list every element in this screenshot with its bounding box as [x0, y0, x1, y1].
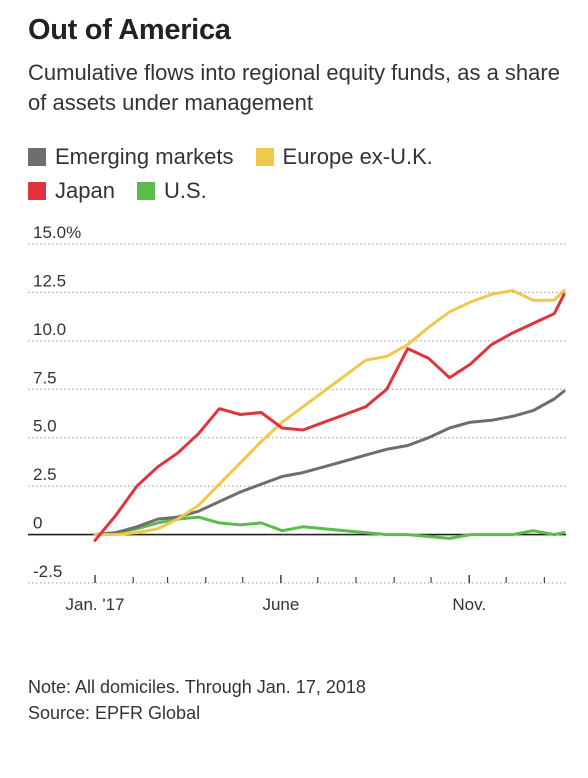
note-text: Note: All domiciles. Through Jan. 17, 20… [28, 677, 366, 697]
x-tick-label-0: Jan. '17 [65, 595, 124, 614]
legend-swatch-us [136, 182, 155, 200]
series-line-japan [93, 292, 566, 542]
y-tick-label-6: 0 [33, 514, 42, 533]
y-tick-label-4: 5.0 [33, 417, 57, 436]
footnote: Note: All domiciles. Through Jan. 17, 20… [28, 674, 366, 726]
x-tick-label-1: June [262, 595, 299, 614]
series-line-europe-ex-u-k [93, 289, 566, 537]
legend-row-2: Japan U.S. [28, 174, 568, 208]
series-line-emerging-markets [93, 389, 566, 537]
legend-swatch-emerging-markets [28, 148, 46, 166]
legend-label-us: U.S. [163, 178, 207, 203]
y-tick-label-5: 2.5 [33, 465, 57, 484]
source-text: Source: EPFR Global [28, 703, 201, 723]
legend-item-us: U.S. [136, 178, 207, 204]
legend-label-japan: Japan [55, 178, 115, 203]
y-tick-label-3: 7.5 [33, 368, 57, 387]
legend-row-1: Emerging markets Europe ex-U.K. [28, 140, 568, 174]
legend-swatch-europe [255, 148, 274, 166]
legend: Emerging markets Europe ex-U.K. Japan U.… [28, 140, 568, 208]
y-tick-label-2: 10.0 [33, 320, 66, 339]
legend-swatch-japan [28, 182, 46, 200]
legend-item-emerging-markets: Emerging markets [28, 144, 234, 170]
chart-title: Out of America [28, 14, 231, 46]
legend-item-japan: Japan [28, 178, 115, 204]
y-tick-label-0: 15.0% [33, 225, 81, 242]
x-tick-label-2: Nov. [452, 595, 486, 614]
y-tick-label-1: 12.5 [33, 271, 66, 290]
legend-label-europe: Europe ex-U.K. [282, 144, 433, 169]
legend-label-emerging-markets: Emerging markets [55, 144, 234, 169]
y-tick-label-7: -2.5 [33, 562, 62, 581]
legend-item-europe: Europe ex-U.K. [255, 144, 433, 170]
chart-subtitle: Cumulative flows into regional equity fu… [28, 60, 560, 115]
